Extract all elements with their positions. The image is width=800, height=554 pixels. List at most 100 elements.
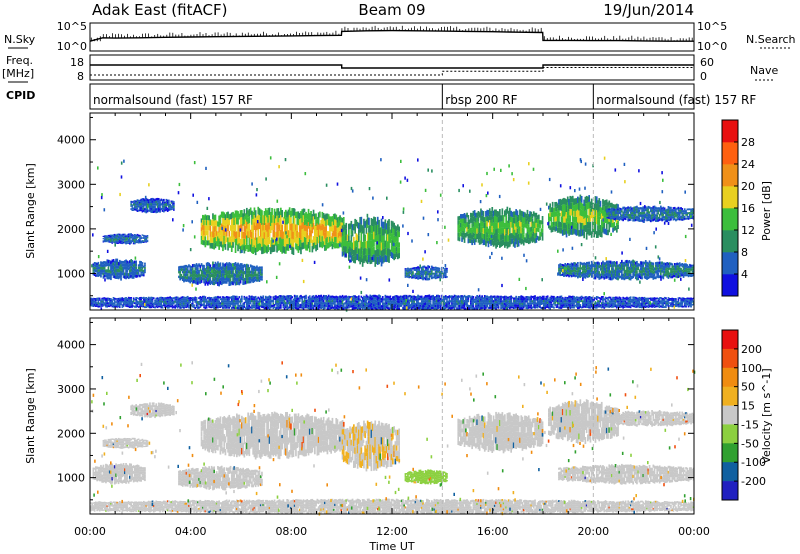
scatter-cell	[141, 273, 144, 277]
scatter-cell	[685, 263, 687, 266]
scatter-cell	[394, 236, 397, 243]
scatter-cell	[146, 297, 149, 300]
scatter-cell	[210, 220, 213, 226]
scatter-cell	[209, 274, 212, 279]
scatter-cell	[560, 274, 563, 276]
scatter-cell	[135, 298, 137, 301]
scatter-cell	[657, 212, 660, 215]
scatter-cell	[291, 246, 293, 255]
scatter-cell	[341, 225, 344, 231]
scatter-cell	[218, 267, 220, 271]
scatter-cell	[156, 207, 159, 211]
scatter-cell	[181, 265, 184, 269]
scatter-cell	[267, 244, 270, 252]
scatter-cell	[605, 260, 608, 264]
scatter-cell	[633, 209, 636, 212]
scatter-cell	[670, 206, 672, 210]
scatter-cell	[152, 200, 155, 204]
scatter-cell	[577, 262, 579, 265]
scatter-cell	[200, 279, 203, 283]
scatter-cell	[405, 268, 408, 270]
scatter-cell	[626, 209, 628, 212]
scatter-cell	[460, 218, 462, 223]
scatter-cell	[218, 238, 220, 245]
scatter-cell	[176, 300, 179, 303]
scatter-cell	[360, 239, 363, 248]
scatter-cell	[673, 211, 676, 214]
scatter-cell	[116, 240, 119, 243]
scatter-cell	[677, 206, 680, 209]
scatter-cell	[169, 301, 171, 304]
scatter-cell	[682, 270, 685, 274]
scatter-cell	[95, 262, 97, 265]
scatter-cell	[136, 303, 139, 306]
scatter-cell	[200, 235, 203, 241]
scatter-cell	[165, 298, 168, 301]
scatter-cell	[662, 276, 665, 280]
scatter-cell	[134, 201, 136, 204]
scatter-cell	[389, 249, 392, 257]
scatter-cell	[156, 197, 159, 201]
scatter-cell	[224, 298, 227, 301]
scatter-cell	[269, 212, 272, 219]
scatter-cell	[608, 215, 611, 218]
scatter-cell	[423, 265, 426, 268]
scatter-cell	[112, 262, 115, 266]
scatter-cell	[650, 219, 652, 223]
scatter-cell	[395, 252, 398, 258]
scatter-cell	[111, 304, 114, 306]
scatter-cell	[241, 273, 243, 277]
scatter-cell	[139, 209, 141, 212]
scatter-cell	[614, 273, 617, 277]
scatter-cell	[131, 272, 134, 276]
scatter-cell	[598, 198, 601, 205]
scatter-cell	[587, 264, 589, 268]
scatter-cell	[149, 199, 151, 202]
scatter-cell	[618, 263, 621, 267]
scatter-cell	[519, 226, 521, 232]
scatter-cell	[573, 216, 575, 223]
scatter-cell	[118, 272, 121, 276]
scatter-cell	[223, 235, 226, 242]
scatter-cell	[673, 274, 676, 278]
scatter-cell	[627, 208, 629, 212]
scatter-cell	[570, 272, 573, 275]
scatter-cell	[164, 207, 166, 210]
scatter-cell	[363, 226, 365, 234]
scatter-cell	[573, 222, 575, 229]
scatter-cell	[682, 266, 685, 269]
scatter-cell	[320, 236, 322, 242]
scatter-cell	[249, 264, 252, 268]
scatter-cell	[252, 280, 254, 283]
scatter-cell	[108, 234, 111, 237]
scatter-cell	[587, 202, 589, 210]
scatter-cell	[159, 302, 161, 304]
scatter-cell	[392, 227, 394, 234]
scatter-cell	[578, 272, 580, 275]
scatter-cell	[663, 209, 666, 212]
scatter-cell	[585, 210, 588, 218]
scatter-cell	[248, 216, 251, 224]
scatter-cell	[136, 199, 139, 202]
scatter-cell	[592, 227, 594, 235]
scatter-cell	[195, 304, 198, 307]
scatter-cell	[243, 270, 246, 275]
scatter-cell	[622, 273, 624, 277]
scatter-cell	[619, 217, 622, 220]
scatter-cell	[351, 230, 354, 237]
scatter-cell	[646, 267, 648, 271]
scatter-cell	[678, 211, 681, 214]
scatter-cell	[183, 298, 185, 301]
scatter-cell	[613, 261, 616, 264]
scatter-cell	[507, 235, 510, 242]
scatter-cell	[471, 218, 473, 224]
scatter-cell	[300, 232, 302, 240]
scatter-cell	[662, 273, 665, 277]
scatter-cell	[627, 276, 629, 280]
scatter-cell	[375, 235, 378, 243]
scatter-cell	[242, 274, 244, 279]
scatter-cell	[117, 272, 120, 276]
scatter-cell	[676, 214, 679, 217]
scatter-cell	[178, 300, 180, 303]
scatter-cell	[360, 254, 363, 263]
